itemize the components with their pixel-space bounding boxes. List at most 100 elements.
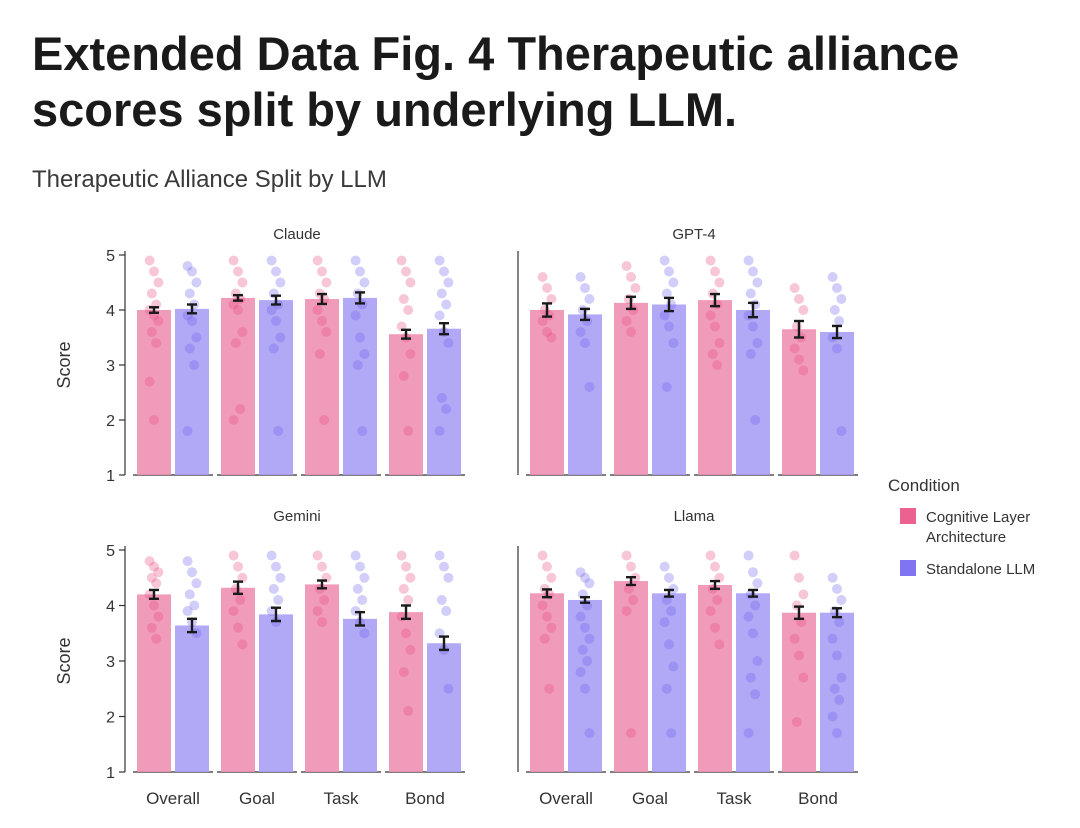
x-tick-label-goal: Goal <box>239 789 275 808</box>
bar-llama-task-standalone <box>736 593 770 772</box>
data-point <box>182 426 193 436</box>
data-point <box>794 354 804 365</box>
data-point <box>789 343 800 354</box>
data-point <box>705 606 716 617</box>
bar-claude-bond-cla <box>389 334 423 475</box>
data-point <box>443 338 454 348</box>
data-point <box>398 371 409 381</box>
data-point <box>153 316 164 326</box>
data-point <box>834 316 845 326</box>
data-point <box>668 277 679 288</box>
legend-swatch-standalone <box>900 560 916 576</box>
bar-gpt-4-overall-standalone <box>568 314 602 475</box>
bar-gemini-task-cla <box>305 584 339 772</box>
data-point <box>789 283 800 293</box>
y-tick-label: 1 <box>106 765 115 782</box>
data-point <box>317 617 327 628</box>
data-point <box>584 578 595 589</box>
data-point <box>666 299 677 310</box>
data-point <box>827 633 838 644</box>
data-point <box>575 272 586 282</box>
data-point <box>149 266 159 277</box>
bar-llama-task-cla <box>698 584 732 772</box>
data-point <box>312 550 323 561</box>
bar-gemini-task-standalone <box>343 618 377 772</box>
data-point <box>237 277 248 288</box>
data-point <box>546 572 557 583</box>
bar-llama-bond-cla <box>782 612 816 772</box>
bar-gemini-bond-standalone <box>427 643 461 772</box>
data-point <box>537 316 548 326</box>
data-point <box>664 321 674 332</box>
data-point <box>275 277 286 288</box>
data-point <box>405 277 416 288</box>
data-point <box>153 567 164 578</box>
data-point <box>748 321 758 332</box>
data-point <box>398 667 409 678</box>
data-point <box>321 277 332 288</box>
y-tick-label: 3 <box>106 654 115 671</box>
data-point <box>357 594 368 605</box>
x-tick-label-overall: Overall <box>539 789 593 808</box>
data-point <box>623 294 634 304</box>
data-point <box>832 343 842 354</box>
bar-llama-overall-cla <box>530 593 564 772</box>
data-point <box>743 728 754 739</box>
x-tick-label-task: Task <box>717 789 752 808</box>
bar-llama-overall-standalone <box>568 599 602 772</box>
x-tick-label-task: Task <box>324 789 359 808</box>
data-point <box>752 277 763 288</box>
data-point <box>661 382 672 392</box>
bar-claude-overall-cla <box>137 310 171 475</box>
bar-gemini-bond-cla <box>389 612 423 772</box>
bar-gpt-4-bond-cla <box>782 329 816 475</box>
data-point <box>228 299 239 310</box>
data-point <box>542 611 552 622</box>
data-point <box>575 611 586 622</box>
data-point <box>149 561 159 572</box>
data-point <box>233 305 243 315</box>
x-tick-label-bond: Bond <box>798 789 838 808</box>
data-point <box>153 277 164 288</box>
data-point <box>191 578 202 589</box>
data-point <box>577 644 588 655</box>
legend-swatch-cla <box>900 508 916 524</box>
data-point <box>791 717 802 728</box>
data-point <box>661 288 672 299</box>
data-point <box>626 728 636 739</box>
x-tick-label-bond: Bond <box>405 789 445 808</box>
data-point <box>707 349 718 359</box>
legend-title: Condition <box>888 476 960 495</box>
data-point <box>355 332 365 343</box>
data-point <box>403 705 414 716</box>
data-point <box>832 650 842 661</box>
y-tick-label: 2 <box>106 710 115 727</box>
data-point <box>228 606 239 617</box>
data-point <box>827 711 838 722</box>
data-point <box>228 255 239 266</box>
data-point <box>441 606 452 617</box>
figure-heading: Extended Data Fig. 4 Therapeutic allianc… <box>32 27 960 136</box>
data-point <box>668 661 679 672</box>
data-point <box>350 310 361 321</box>
data-point <box>146 622 157 633</box>
data-point <box>668 338 679 348</box>
data-point <box>834 694 845 705</box>
data-point <box>436 393 447 403</box>
data-point <box>584 382 595 392</box>
data-point <box>443 683 454 694</box>
data-point <box>542 283 552 293</box>
data-point <box>434 255 445 266</box>
data-point <box>359 572 370 583</box>
data-point <box>659 617 670 628</box>
legend-label: Standalone LLM <box>926 561 1035 578</box>
y-tick-label: 5 <box>106 543 115 560</box>
data-point <box>443 277 454 288</box>
data-point <box>575 667 586 678</box>
y-tick-label: 3 <box>106 358 115 375</box>
data-point <box>537 600 548 611</box>
bar-gpt-4-overall-cla <box>530 310 564 475</box>
data-point <box>187 316 197 326</box>
data-point <box>321 327 332 337</box>
